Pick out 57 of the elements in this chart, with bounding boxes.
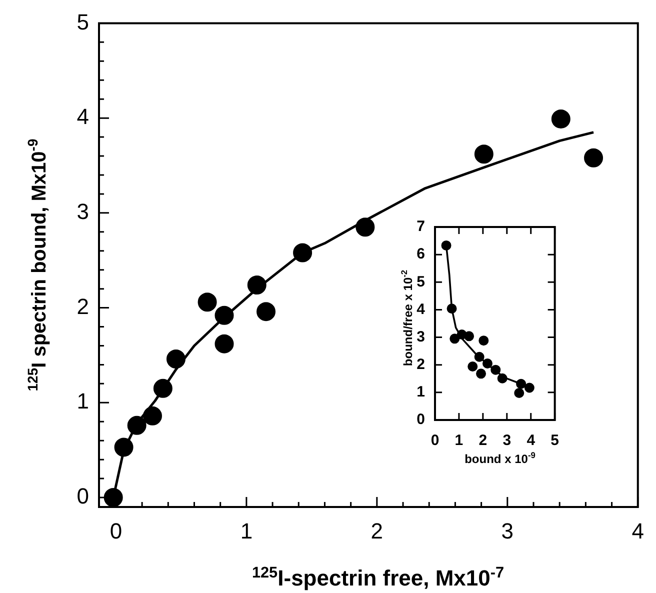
point bbox=[514, 388, 524, 398]
x-axis-title: bound x 10$^{-9}$ bbox=[464, 450, 536, 466]
y-tick-label: 6 bbox=[416, 246, 425, 263]
x-tick-label: 3 bbox=[502, 432, 512, 450]
point bbox=[127, 416, 146, 435]
y-tick-label: 4 bbox=[416, 300, 426, 318]
point bbox=[166, 350, 186, 369]
y-tick-label: 0 bbox=[416, 411, 425, 428]
x-tick-label: 2 bbox=[370, 518, 384, 544]
x-axis-title: $^{125}$I-spectrin free, Mx10$^{-7}$ bbox=[252, 564, 504, 592]
point bbox=[214, 306, 234, 325]
point bbox=[490, 364, 501, 375]
point bbox=[584, 148, 604, 168]
x-tick-label: 0 bbox=[110, 518, 122, 544]
x-tick-label: 1 bbox=[454, 432, 464, 450]
y-tick-label: 2 bbox=[76, 294, 89, 319]
point bbox=[214, 334, 234, 354]
point bbox=[256, 302, 276, 322]
point bbox=[198, 292, 217, 312]
point bbox=[293, 243, 312, 262]
x-tick-label: 4 bbox=[526, 432, 536, 450]
point bbox=[247, 276, 266, 295]
point bbox=[450, 334, 460, 344]
point bbox=[468, 362, 478, 372]
point bbox=[114, 438, 134, 457]
x-tick-label: 4 bbox=[632, 518, 644, 544]
point bbox=[551, 110, 570, 129]
point bbox=[104, 488, 123, 507]
point bbox=[474, 144, 494, 164]
y-tick-label: 0 bbox=[76, 484, 89, 509]
y-tick-label: 4 bbox=[76, 104, 89, 130]
y-tick-label: 2 bbox=[416, 356, 425, 373]
y-tick-label: 3 bbox=[76, 198, 89, 224]
x-tick-label: 3 bbox=[501, 518, 514, 544]
x-tick-label: 5 bbox=[550, 432, 559, 450]
point bbox=[478, 336, 489, 346]
point bbox=[441, 240, 452, 250]
point bbox=[142, 406, 162, 426]
point bbox=[446, 304, 457, 314]
y-tick-label: 1 bbox=[76, 388, 89, 414]
point bbox=[464, 331, 474, 342]
point bbox=[497, 373, 508, 384]
y-tick-label: 5 bbox=[416, 273, 425, 290]
point bbox=[476, 368, 486, 379]
x-tick-label: 0 bbox=[430, 432, 440, 450]
point bbox=[153, 378, 172, 398]
x-tick-label: 1 bbox=[240, 518, 253, 544]
y-tick-label: 3 bbox=[416, 328, 425, 346]
point bbox=[524, 382, 534, 393]
x-tick-label: 2 bbox=[478, 432, 488, 450]
point bbox=[516, 378, 526, 389]
y-tick-label: 7 bbox=[416, 218, 425, 236]
y-tick-label: 1 bbox=[416, 384, 425, 401]
point bbox=[482, 358, 492, 368]
y-tick-label: 5 bbox=[76, 9, 89, 34]
point bbox=[474, 352, 484, 362]
point bbox=[356, 218, 375, 237]
